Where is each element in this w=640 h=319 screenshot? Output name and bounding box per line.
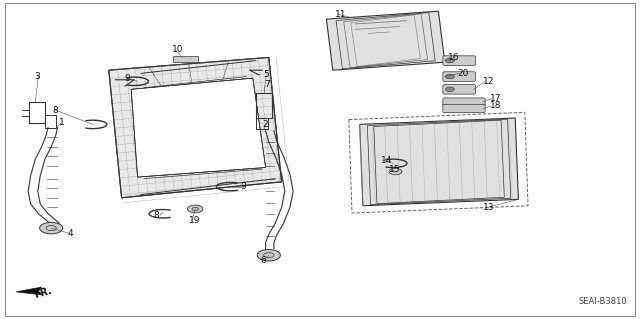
Text: 6: 6 bbox=[260, 256, 266, 265]
FancyBboxPatch shape bbox=[443, 56, 476, 65]
Bar bbox=[173, 56, 198, 62]
Text: 8: 8 bbox=[52, 106, 58, 115]
Text: 5: 5 bbox=[264, 70, 269, 79]
Circle shape bbox=[257, 249, 280, 261]
Bar bbox=[256, 93, 272, 118]
Text: 12: 12 bbox=[483, 77, 495, 86]
Text: 7: 7 bbox=[264, 80, 270, 89]
Text: 17: 17 bbox=[490, 94, 501, 103]
Circle shape bbox=[445, 74, 454, 79]
Circle shape bbox=[445, 58, 454, 63]
Circle shape bbox=[445, 87, 454, 92]
FancyBboxPatch shape bbox=[443, 98, 485, 106]
Text: 13: 13 bbox=[483, 204, 495, 212]
Text: 8: 8 bbox=[154, 211, 159, 220]
Bar bbox=[45, 115, 56, 128]
Text: 9: 9 bbox=[125, 74, 131, 83]
FancyBboxPatch shape bbox=[443, 85, 476, 94]
Bar bbox=[29, 102, 45, 123]
Circle shape bbox=[40, 222, 63, 234]
Polygon shape bbox=[109, 57, 282, 198]
Text: 11: 11 bbox=[335, 10, 346, 19]
Circle shape bbox=[188, 205, 203, 213]
Text: 9: 9 bbox=[240, 182, 246, 191]
FancyBboxPatch shape bbox=[443, 104, 485, 113]
Polygon shape bbox=[131, 78, 266, 177]
Text: 18: 18 bbox=[490, 101, 501, 110]
Text: 2: 2 bbox=[262, 120, 268, 129]
Text: 16: 16 bbox=[448, 53, 460, 62]
Text: 3: 3 bbox=[34, 72, 40, 81]
Text: FR.: FR. bbox=[33, 286, 53, 300]
Polygon shape bbox=[326, 11, 445, 70]
Text: 14: 14 bbox=[381, 156, 392, 165]
Text: 20: 20 bbox=[458, 69, 469, 78]
Text: 1: 1 bbox=[59, 118, 65, 127]
Polygon shape bbox=[131, 78, 266, 177]
Polygon shape bbox=[360, 118, 518, 206]
Text: 19: 19 bbox=[189, 216, 201, 225]
FancyBboxPatch shape bbox=[443, 72, 476, 81]
Bar bbox=[256, 118, 268, 129]
Text: 4: 4 bbox=[67, 229, 73, 238]
Polygon shape bbox=[16, 287, 42, 295]
Text: 15: 15 bbox=[389, 165, 401, 174]
Text: 10: 10 bbox=[172, 45, 184, 54]
Text: SEAI-B3810: SEAI-B3810 bbox=[579, 297, 627, 306]
Circle shape bbox=[389, 168, 402, 175]
